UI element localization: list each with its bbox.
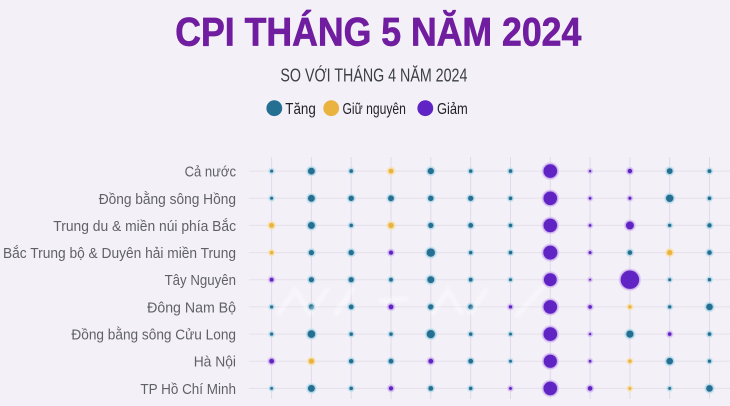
- svg-text:Giữ nguyên: Giữ nguyên: [343, 101, 406, 118]
- svg-text:Hà Nội: Hà Nội: [194, 354, 236, 371]
- svg-text:Đồng bằng sông Hồng: Đồng bằng sông Hồng: [99, 191, 236, 208]
- svg-text:TP Hồ Chí Minh: TP Hồ Chí Minh: [140, 381, 236, 398]
- svg-text:Tăng: Tăng: [285, 101, 316, 118]
- svg-text:SO VỚI THÁNG 4 NĂM 2024: SO VỚI THÁNG 4 NĂM 2024: [280, 64, 467, 85]
- svg-text:Tây Nguyên: Tây Nguyên: [165, 272, 236, 289]
- svg-text:CPI THÁNG 5 NĂM 2024: CPI THÁNG 5 NĂM 2024: [175, 10, 582, 55]
- svg-text:Trung du & miền núi phía Bắc: Trung du & miền núi phía Bắc: [53, 218, 236, 235]
- svg-text:Cả nước: Cả nước: [185, 164, 237, 181]
- svg-text:Đồng bằng sông Cửu Long: Đồng bằng sông Cửu Long: [71, 327, 236, 344]
- svg-text:Đông Nam Bộ: Đông Nam Bộ: [147, 299, 236, 316]
- svg-text:Bắc Trung bộ & Duyên hải miền: Bắc Trung bộ & Duyên hải miền Trung: [3, 245, 236, 262]
- svg-text:Giảm: Giảm: [437, 101, 468, 118]
